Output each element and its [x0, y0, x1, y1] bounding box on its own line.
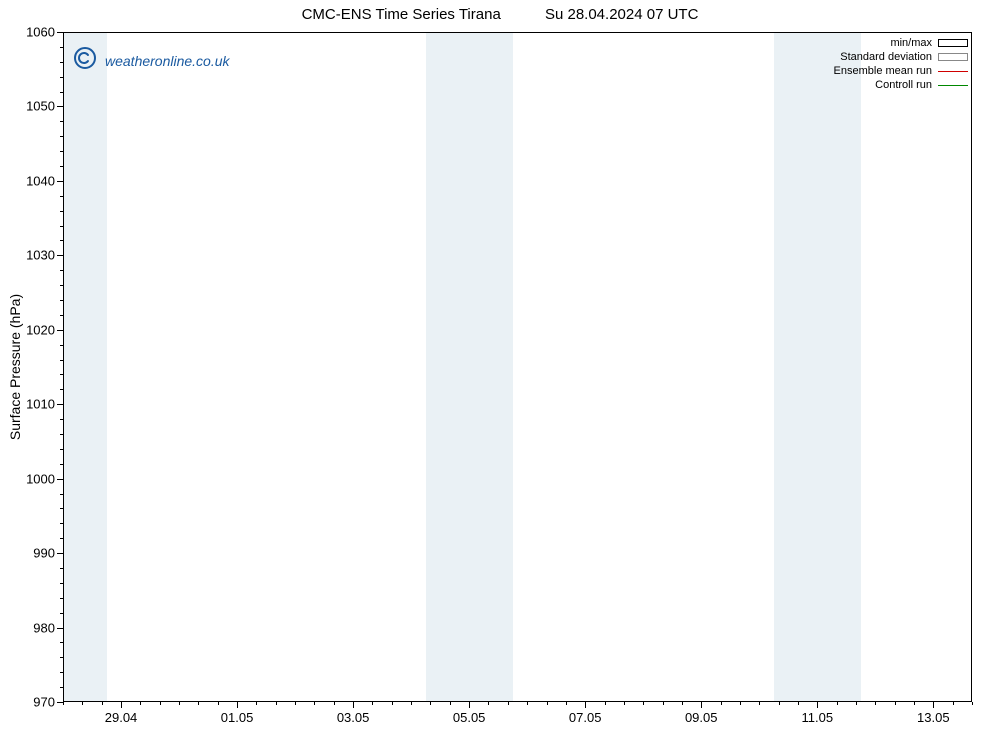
y-tick-label: 1020 — [26, 322, 55, 337]
x-tick-label: 03.05 — [337, 710, 370, 725]
x-minor-tick-mark — [392, 702, 393, 705]
y-tick-label: 990 — [33, 546, 55, 561]
x-minor-tick-mark — [759, 702, 760, 705]
x-minor-tick-mark — [527, 702, 528, 705]
x-minor-tick-mark — [256, 702, 257, 705]
x-minor-tick-mark — [972, 702, 973, 705]
x-tick-mark — [237, 702, 238, 708]
x-tick-label: 09.05 — [685, 710, 718, 725]
x-tick-label: 11.05 — [801, 710, 833, 725]
copyright-logo-icon — [73, 46, 97, 75]
x-minor-tick-mark — [372, 702, 373, 705]
x-tick-mark — [701, 702, 702, 708]
chart-title-right: Su 28.04.2024 07 UTC — [545, 6, 698, 23]
x-tick-label: 07.05 — [569, 710, 602, 725]
x-minor-tick-mark — [295, 702, 296, 705]
y-tick-label: 1000 — [26, 471, 55, 486]
watermark-text: weatheronline.co.uk — [105, 53, 230, 69]
x-minor-tick-mark — [82, 702, 83, 705]
x-tick-mark — [585, 702, 586, 708]
x-minor-tick-mark — [624, 702, 625, 705]
x-minor-tick-mark — [63, 702, 64, 705]
x-minor-tick-mark — [837, 702, 838, 705]
x-minor-tick-mark — [856, 702, 857, 705]
x-minor-tick-mark — [450, 702, 451, 705]
x-minor-tick-mark — [875, 702, 876, 705]
y-tick-label: 1060 — [26, 25, 55, 40]
y-tick-label: 1040 — [26, 173, 55, 188]
plot-border — [63, 32, 972, 702]
y-axis-title: Surface Pressure (hPa) — [7, 294, 23, 440]
x-minor-tick-mark — [218, 702, 219, 705]
x-minor-tick-mark — [334, 702, 335, 705]
x-minor-tick-mark — [779, 702, 780, 705]
x-minor-tick-mark — [508, 702, 509, 705]
y-tick-label: 980 — [33, 620, 55, 635]
y-tick-label: 1050 — [26, 99, 55, 114]
x-tick-mark — [469, 702, 470, 708]
x-minor-tick-mark — [160, 702, 161, 705]
x-minor-tick-mark — [314, 702, 315, 705]
x-tick-mark — [353, 702, 354, 708]
watermark: weatheronline.co.uk — [73, 46, 230, 75]
x-minor-tick-mark — [179, 702, 180, 705]
x-minor-tick-mark — [547, 702, 548, 705]
chart-title-left: CMC-ENS Time Series Tirana — [302, 6, 501, 23]
x-tick-label: 13.05 — [917, 710, 950, 725]
x-minor-tick-mark — [102, 702, 103, 705]
x-minor-tick-mark — [140, 702, 141, 705]
x-minor-tick-mark — [411, 702, 412, 705]
x-minor-tick-mark — [895, 702, 896, 705]
chart-container: CMC-ENS Time Series Tirana Su 28.04.2024… — [0, 0, 1000, 733]
x-tick-label: 29.04 — [105, 710, 138, 725]
y-tick-label: 970 — [33, 695, 55, 710]
x-tick-label: 01.05 — [221, 710, 254, 725]
x-minor-tick-mark — [488, 702, 489, 705]
x-minor-tick-mark — [914, 702, 915, 705]
x-minor-tick-mark — [566, 702, 567, 705]
x-minor-tick-mark — [605, 702, 606, 705]
x-tick-mark — [121, 702, 122, 708]
x-tick-label: 05.05 — [453, 710, 486, 725]
x-tick-mark — [933, 702, 934, 708]
y-tick-label: 1010 — [26, 397, 55, 412]
x-minor-tick-mark — [798, 702, 799, 705]
x-minor-tick-mark — [430, 702, 431, 705]
x-minor-tick-mark — [198, 702, 199, 705]
x-minor-tick-mark — [740, 702, 741, 705]
x-minor-tick-mark — [643, 702, 644, 705]
x-minor-tick-mark — [721, 702, 722, 705]
x-minor-tick-mark — [953, 702, 954, 705]
x-minor-tick-mark — [682, 702, 683, 705]
x-tick-mark — [817, 702, 818, 708]
x-minor-tick-mark — [663, 702, 664, 705]
x-minor-tick-mark — [276, 702, 277, 705]
chart-title-row: CMC-ENS Time Series Tirana Su 28.04.2024… — [0, 6, 1000, 23]
y-tick-label: 1030 — [26, 248, 55, 263]
